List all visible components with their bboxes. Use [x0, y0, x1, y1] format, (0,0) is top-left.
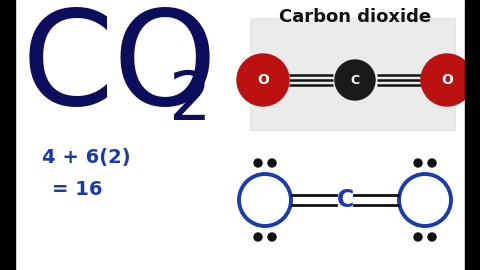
Circle shape — [254, 233, 262, 241]
Text: O: O — [257, 73, 269, 87]
Circle shape — [414, 159, 422, 167]
Bar — [465, 0, 480, 270]
Circle shape — [428, 159, 436, 167]
Circle shape — [421, 54, 473, 106]
Circle shape — [237, 54, 289, 106]
Text: 4 + 6(2): 4 + 6(2) — [42, 148, 131, 167]
Text: Carbon dioxide: Carbon dioxide — [279, 8, 431, 26]
Bar — [250, 18, 455, 130]
Text: = 16: = 16 — [52, 180, 103, 199]
Text: O: O — [441, 73, 453, 87]
Text: CO: CO — [22, 5, 218, 132]
Circle shape — [254, 159, 262, 167]
Circle shape — [335, 60, 375, 100]
Circle shape — [268, 233, 276, 241]
Circle shape — [414, 233, 422, 241]
Circle shape — [268, 159, 276, 167]
Circle shape — [428, 233, 436, 241]
Text: C: C — [336, 188, 354, 212]
Text: 2: 2 — [168, 68, 210, 134]
Bar — [0, 0, 15, 270]
Text: C: C — [350, 73, 360, 86]
